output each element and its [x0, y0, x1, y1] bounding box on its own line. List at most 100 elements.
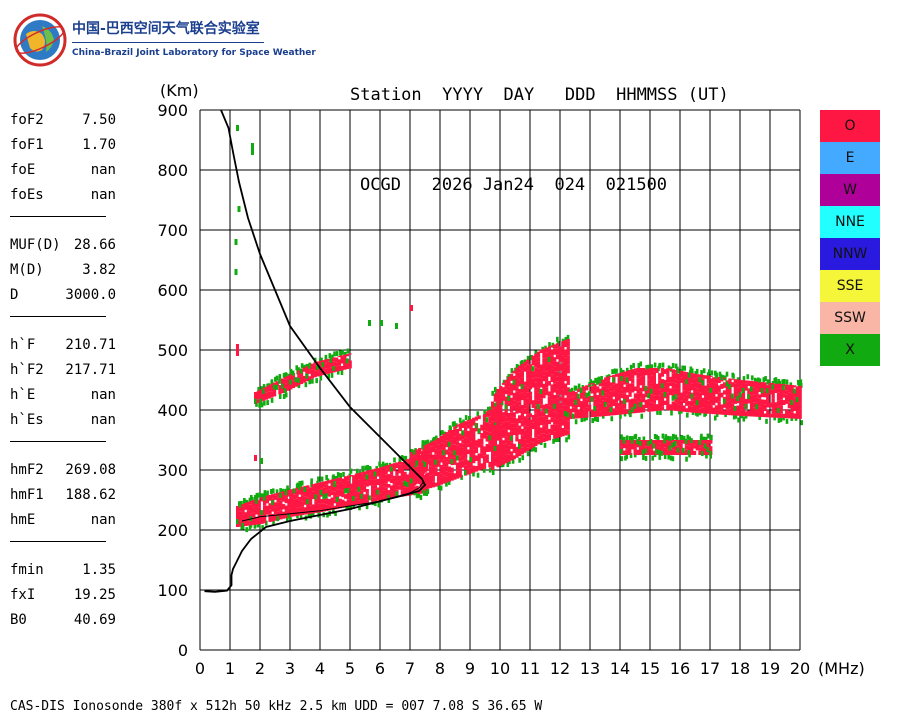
o-mode-echo — [620, 382, 624, 390]
o-mode-echo — [491, 426, 495, 431]
o-mode-echo — [330, 497, 334, 507]
o-mode-echo — [695, 442, 699, 451]
o-mode-echo — [641, 440, 645, 447]
o-mode-echo — [714, 387, 719, 395]
o-mode-echo — [518, 405, 522, 413]
o-mode-echo — [660, 385, 665, 393]
o-mode-echo — [558, 427, 562, 438]
o-mode-echo — [297, 370, 301, 376]
x-mode-echo — [300, 480, 304, 486]
o-mode-echo — [344, 501, 348, 508]
o-mode-echo — [660, 406, 665, 411]
o-mode-echo — [284, 505, 288, 511]
o-mode-echo — [515, 386, 519, 392]
o-mode-echo — [758, 394, 762, 399]
o-mode-echo — [550, 368, 554, 375]
o-mode-echo — [447, 459, 452, 465]
x-mode-echo — [331, 354, 334, 360]
o-mode-echo — [534, 437, 538, 441]
o-mode-echo — [766, 400, 770, 408]
x-mode-echo — [678, 409, 681, 415]
o-mode-echo — [606, 410, 611, 416]
x-mode-echo — [297, 377, 300, 383]
o-mode-echo — [341, 483, 345, 491]
x-mode-echo — [651, 455, 654, 461]
x-mode-echo — [732, 373, 735, 379]
o-mode-echo — [360, 473, 364, 482]
o-mode-echo — [739, 379, 743, 386]
o-mode-echo — [539, 372, 543, 379]
x-mode-echo — [266, 400, 269, 406]
o-mode-echo — [426, 459, 430, 465]
o-mode-echo — [499, 417, 503, 425]
o-mode-echo — [384, 474, 388, 484]
x-mode-echo — [488, 406, 492, 412]
x-mode-echo — [415, 460, 418, 466]
o-mode-echo — [528, 378, 533, 385]
o-mode-echo — [278, 385, 282, 395]
x-tick-label: 16 — [670, 659, 690, 678]
o-mode-echo — [373, 475, 377, 480]
x-mode-echo — [755, 404, 758, 410]
lab-logo: 中国-巴西空间天气联合实验室 China-Brazil Joint Labora… — [12, 12, 316, 72]
o-mode-echo — [604, 386, 608, 393]
o-mode-echo — [779, 405, 783, 414]
o-mode-echo — [491, 441, 495, 451]
o-mode-echo — [606, 376, 611, 381]
x-mode-echo — [395, 323, 398, 329]
legend-item-x: X — [820, 334, 880, 366]
x-mode-echo — [284, 490, 288, 496]
o-mode-echo — [362, 477, 367, 486]
o-mode-echo — [744, 380, 748, 384]
o-mode-echo — [326, 358, 331, 362]
x-mode-echo — [589, 379, 592, 385]
x-mode-echo — [773, 415, 776, 421]
x-mode-echo — [453, 421, 456, 427]
param-label: fmin — [10, 562, 44, 578]
o-mode-echo — [725, 409, 729, 416]
x-mode-echo — [286, 485, 289, 491]
x-mode-echo — [272, 520, 275, 526]
o-mode-echo — [458, 468, 462, 478]
o-mode-echo — [793, 413, 797, 419]
o-mode-echo — [434, 467, 438, 476]
o-mode-echo — [368, 470, 372, 474]
x-mode-echo — [261, 493, 265, 499]
o-mode-echo — [601, 379, 605, 387]
o-mode-echo — [428, 475, 433, 482]
o-mode-echo — [360, 497, 364, 504]
o-mode-echo — [267, 391, 271, 399]
o-mode-echo — [655, 440, 659, 447]
o-mode-echo — [461, 455, 465, 461]
o-mode-echo — [587, 404, 592, 412]
o-mode-echo — [628, 441, 632, 448]
o-mode-echo — [325, 504, 329, 511]
o-mode-echo — [504, 417, 508, 422]
o-mode-echo — [509, 416, 514, 424]
y-tick-label: 300 — [157, 461, 188, 480]
o-mode-echo — [582, 386, 586, 392]
o-mode-echo — [539, 349, 543, 354]
x-mode-echo — [379, 463, 382, 469]
o-mode-echo — [539, 389, 543, 399]
o-mode-echo — [520, 442, 524, 448]
x-mode-echo — [625, 435, 629, 441]
param-value: nan — [90, 512, 116, 528]
o-mode-echo — [633, 440, 637, 442]
x-tick-label: 12 — [550, 659, 570, 678]
o-mode-echo — [545, 357, 549, 366]
o-mode-echo — [760, 390, 764, 398]
o-mode-echo — [447, 430, 452, 434]
x-mode-echo — [556, 336, 559, 342]
o-mode-echo — [491, 462, 495, 470]
o-mode-echo — [749, 400, 754, 410]
o-mode-echo — [555, 343, 560, 349]
param-value: 188.62 — [65, 487, 116, 503]
o-mode-echo — [658, 389, 662, 396]
o-mode-echo — [534, 373, 538, 378]
param-row: foF1 1.70 — [10, 133, 116, 158]
o-mode-echo — [553, 361, 557, 367]
x-mode-echo — [442, 450, 445, 456]
o-mode-echo — [252, 506, 256, 513]
x-mode-echo — [644, 448, 647, 454]
